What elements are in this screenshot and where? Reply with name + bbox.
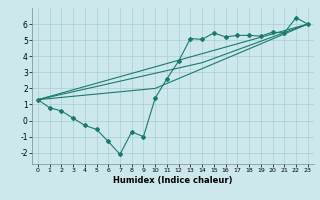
X-axis label: Humidex (Indice chaleur): Humidex (Indice chaleur): [113, 176, 233, 185]
